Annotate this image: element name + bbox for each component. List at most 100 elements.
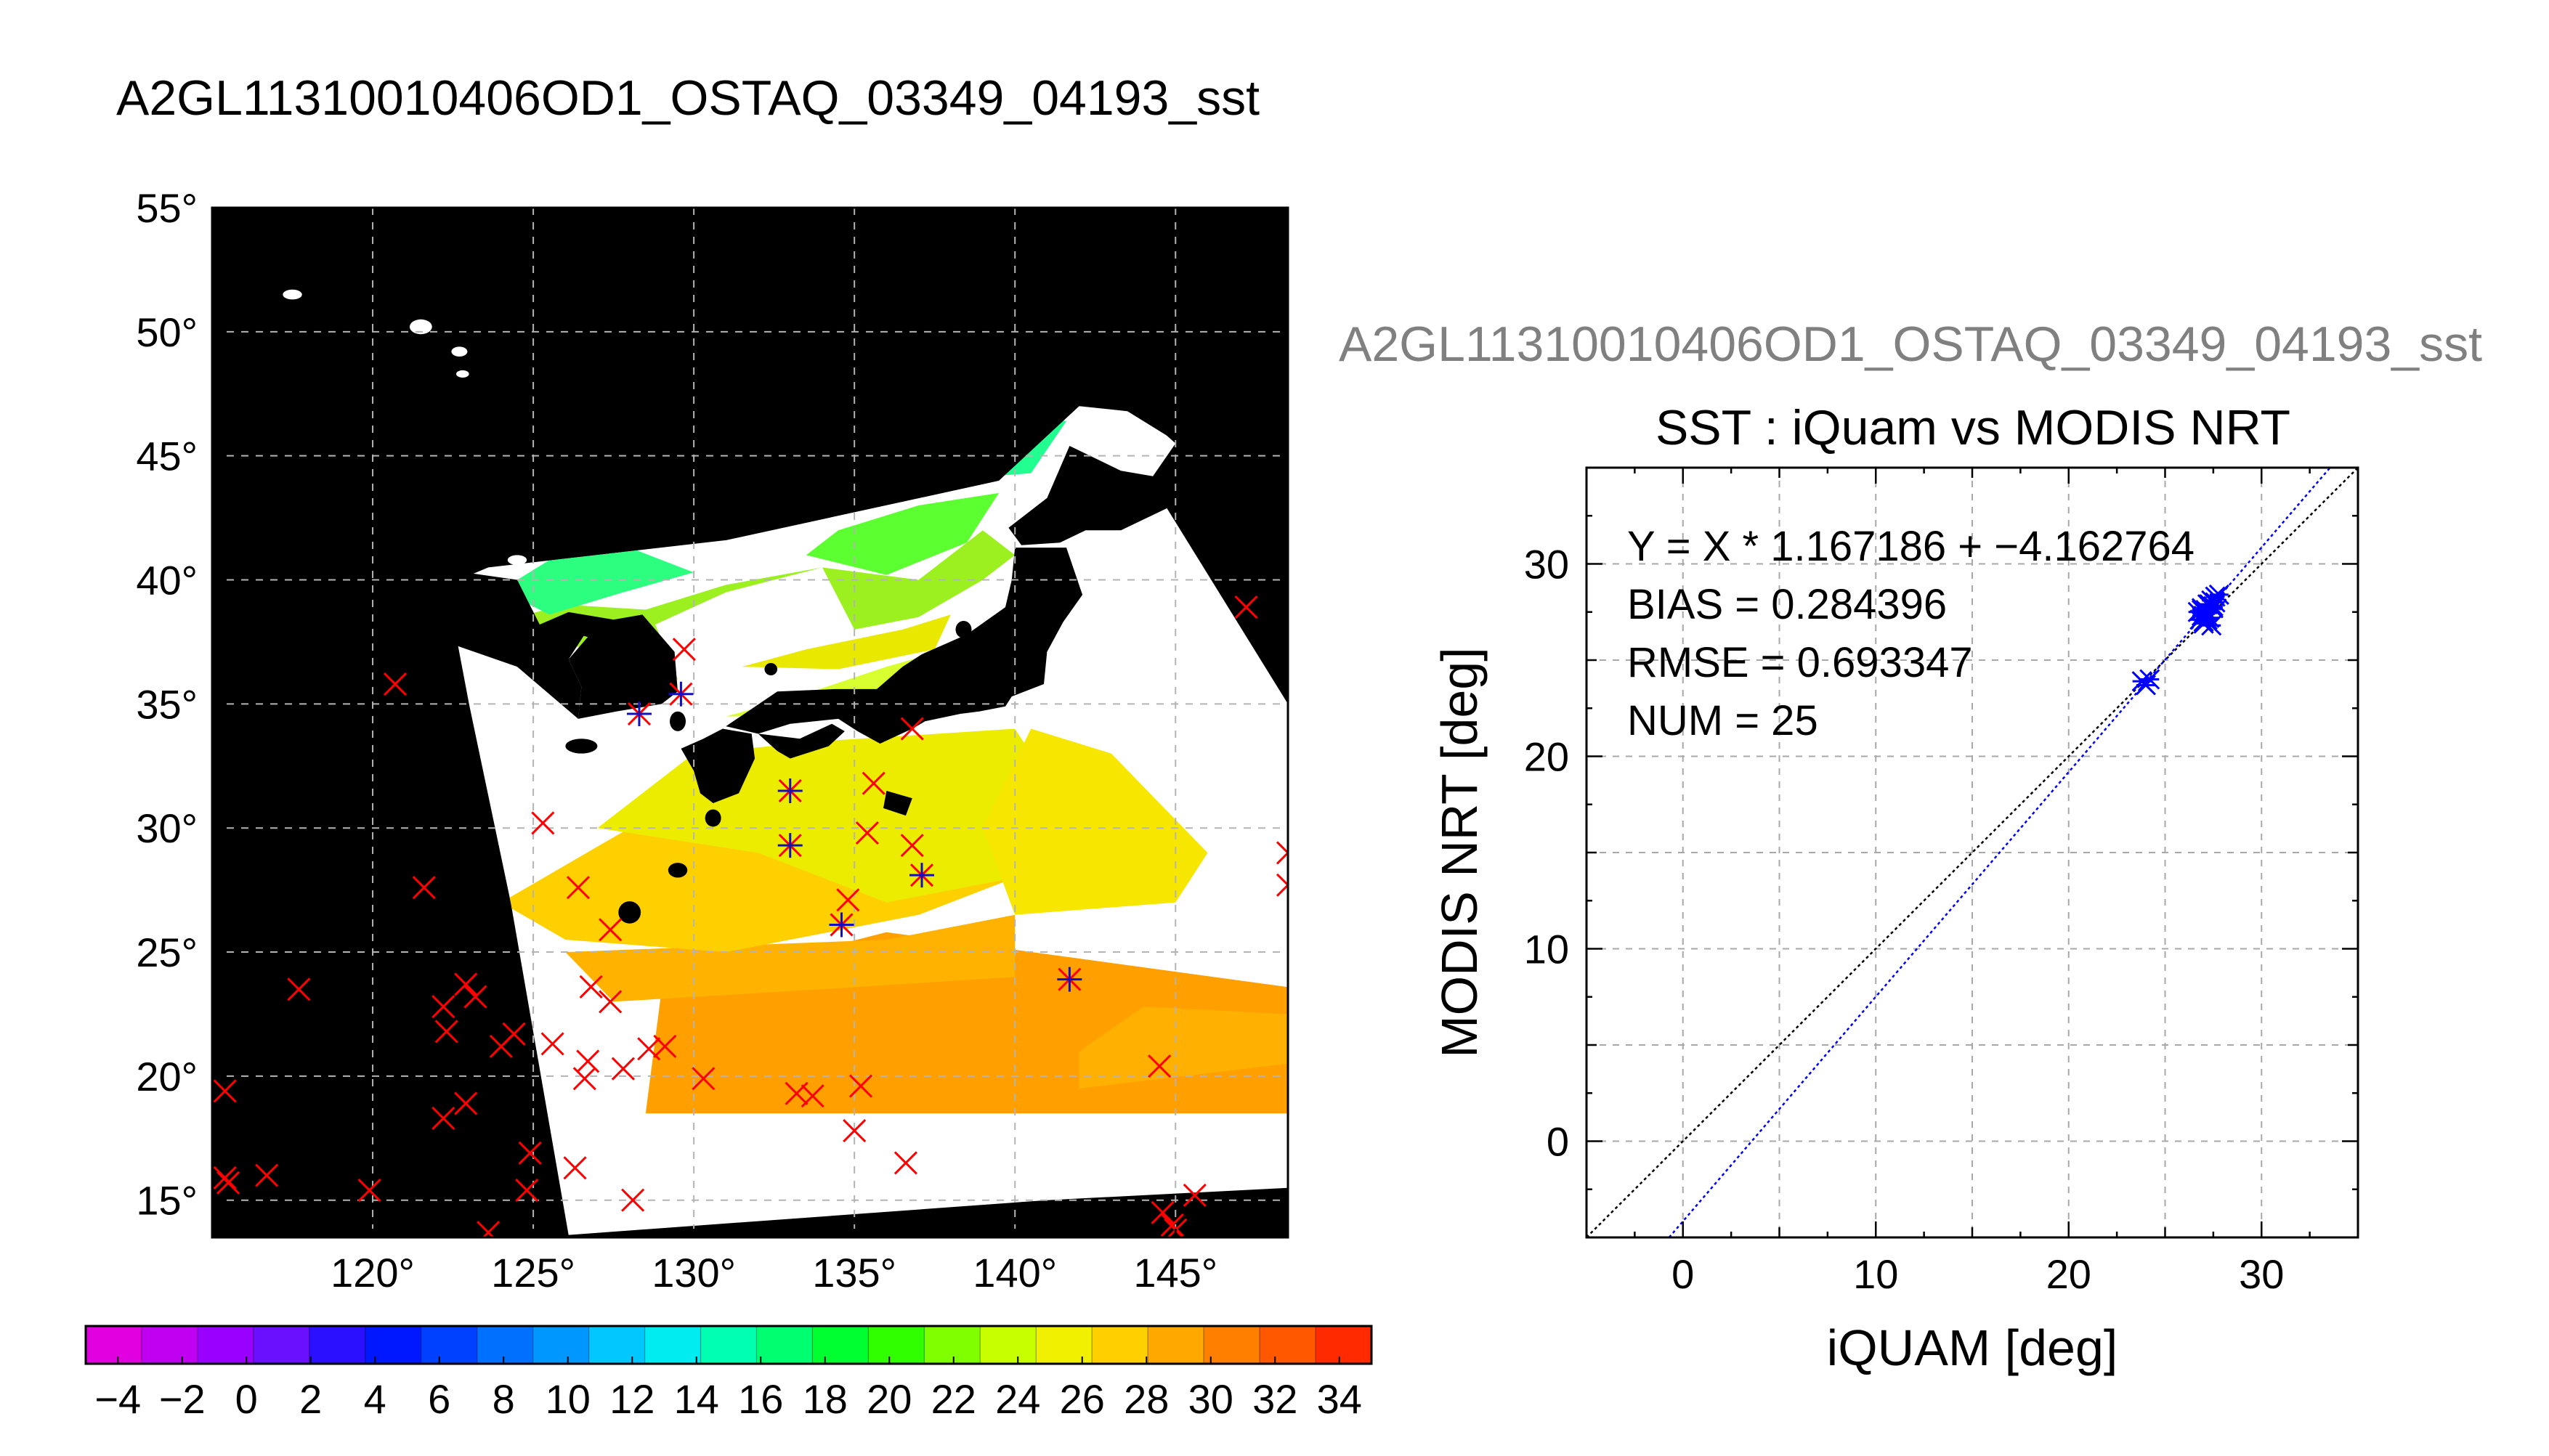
lon-tick-label-0: 120° — [331, 1250, 415, 1296]
colorbar-tick-label-16: 28 — [1124, 1376, 1169, 1422]
colorbar-swatch-16 — [980, 1326, 1037, 1364]
colorbar-swatch-3 — [253, 1326, 310, 1364]
marker-stroke — [637, 1037, 661, 1061]
marker-stroke — [843, 1119, 867, 1143]
marker-stroke — [431, 1106, 455, 1131]
match-marker — [611, 1057, 635, 1081]
land-1 — [1008, 446, 1188, 545]
marker-stroke — [357, 1179, 381, 1203]
cloud-gap-1 — [451, 346, 468, 357]
scatter-grid — [1586, 468, 2358, 1237]
match-marker — [540, 1032, 564, 1056]
colorbar-swatch-15 — [924, 1326, 981, 1364]
marker-stroke — [1160, 1213, 1184, 1237]
match-marker — [412, 876, 436, 900]
marker-stroke — [1276, 883, 1288, 897]
land-3 — [681, 728, 755, 803]
colorbar-swatch-22 — [1316, 1326, 1372, 1364]
colorbar-swatch-18 — [1092, 1326, 1148, 1364]
cloud-gap-2 — [456, 370, 469, 378]
colorbar-tick-label-9: 14 — [674, 1376, 719, 1422]
marker-stroke — [848, 1074, 873, 1098]
sst-patch-12 — [742, 614, 951, 670]
marker-stroke — [489, 1034, 513, 1058]
marker-stroke — [1276, 841, 1288, 855]
marker-stroke — [572, 1067, 596, 1091]
paired-match-marker — [829, 912, 854, 938]
paired-match-marker — [1057, 967, 1082, 992]
lat-tick-label-5: 40° — [136, 558, 198, 603]
land-8 — [883, 791, 912, 816]
match-marker — [213, 1079, 237, 1103]
marker-stroke — [836, 888, 860, 912]
marker-stroke — [900, 834, 924, 858]
colorbar-tick-label-4: 4 — [364, 1376, 386, 1422]
island-0 — [670, 711, 686, 731]
scatter-annotation-0: Y = X * 1.167186 + −4.162764 — [1627, 523, 2195, 570]
colorbar-swatch-12 — [756, 1326, 814, 1364]
colorbar-swatch-5 — [365, 1326, 422, 1364]
colorbar-swatch-8 — [532, 1326, 590, 1364]
match-marker — [255, 1163, 279, 1187]
match-marker — [855, 821, 879, 845]
marker-stroke — [431, 995, 455, 1019]
scatter-annotation-3: NUM = 25 — [1627, 697, 1818, 744]
match-marker — [599, 918, 623, 942]
land-0 — [421, 208, 1288, 556]
map-grid — [212, 208, 1288, 1237]
match-marker — [515, 1179, 539, 1203]
marker-stroke — [518, 1141, 542, 1165]
colorbar-tick-label-13: 22 — [931, 1376, 976, 1422]
match-marker — [1276, 873, 1288, 897]
scatter-xtick-label-0: 0 — [1671, 1251, 1694, 1297]
match-marker — [383, 672, 408, 696]
match-marker — [579, 975, 603, 999]
match-marker — [287, 977, 311, 1001]
sst-patch-9 — [806, 492, 1000, 575]
match-marker — [692, 1067, 716, 1091]
colorbar-tick-label-14: 24 — [995, 1376, 1040, 1422]
lat-tick-label-7: 50° — [136, 309, 198, 355]
colorbar-tick-label-3: 2 — [299, 1376, 322, 1422]
match-marker — [672, 638, 696, 662]
paired-match-marker — [668, 681, 694, 707]
paired-match-marker — [777, 778, 803, 803]
island-4 — [618, 901, 641, 924]
colorbar-tick-label-19: 34 — [1317, 1376, 1362, 1422]
colorbar-tick-label-12: 20 — [867, 1376, 912, 1422]
lat-tick-label-6: 45° — [136, 434, 198, 479]
marker-stroke — [540, 1032, 564, 1056]
marker-stroke — [454, 1091, 478, 1115]
land-2 — [726, 548, 1083, 744]
match-marker — [1183, 1183, 1207, 1207]
match-marker — [566, 876, 591, 900]
marker-stroke — [531, 811, 555, 835]
colorbar-swatch-10 — [644, 1326, 702, 1364]
marker-stroke — [653, 1034, 677, 1058]
identity-line — [1586, 467, 2359, 1238]
marker-stroke — [412, 876, 436, 900]
match-marker — [801, 1084, 824, 1108]
scatter-annotations: Y = X * 1.167186 + −4.162764 BIAS = 0.284… — [1627, 523, 2195, 744]
marker-stroke — [216, 1171, 240, 1195]
map-tick-labels: 120° 125° 130° 135° 140° 145° 15° 20° 25° 30° 35° 4… — [136, 185, 1217, 1296]
match-marker — [531, 811, 555, 835]
marker-stroke — [692, 1067, 716, 1091]
colorbar-tick-label-10: 16 — [738, 1376, 783, 1422]
island-1 — [565, 739, 598, 754]
marker-stroke — [434, 1020, 458, 1044]
marker-stroke — [862, 771, 886, 795]
paired-match-marker — [626, 701, 652, 727]
match-marker — [621, 1188, 645, 1212]
colorbar-swatch-2 — [197, 1326, 254, 1364]
sst-patch-5 — [1079, 1006, 1288, 1089]
island-6 — [955, 620, 972, 638]
marker-stroke — [1183, 1183, 1207, 1207]
marker-stroke — [213, 1166, 237, 1190]
match-marker — [572, 1067, 596, 1091]
scatter-point — [2135, 675, 2157, 696]
lat-tick-label-1: 20° — [136, 1054, 198, 1099]
colorbar-swatch-14 — [868, 1326, 925, 1364]
